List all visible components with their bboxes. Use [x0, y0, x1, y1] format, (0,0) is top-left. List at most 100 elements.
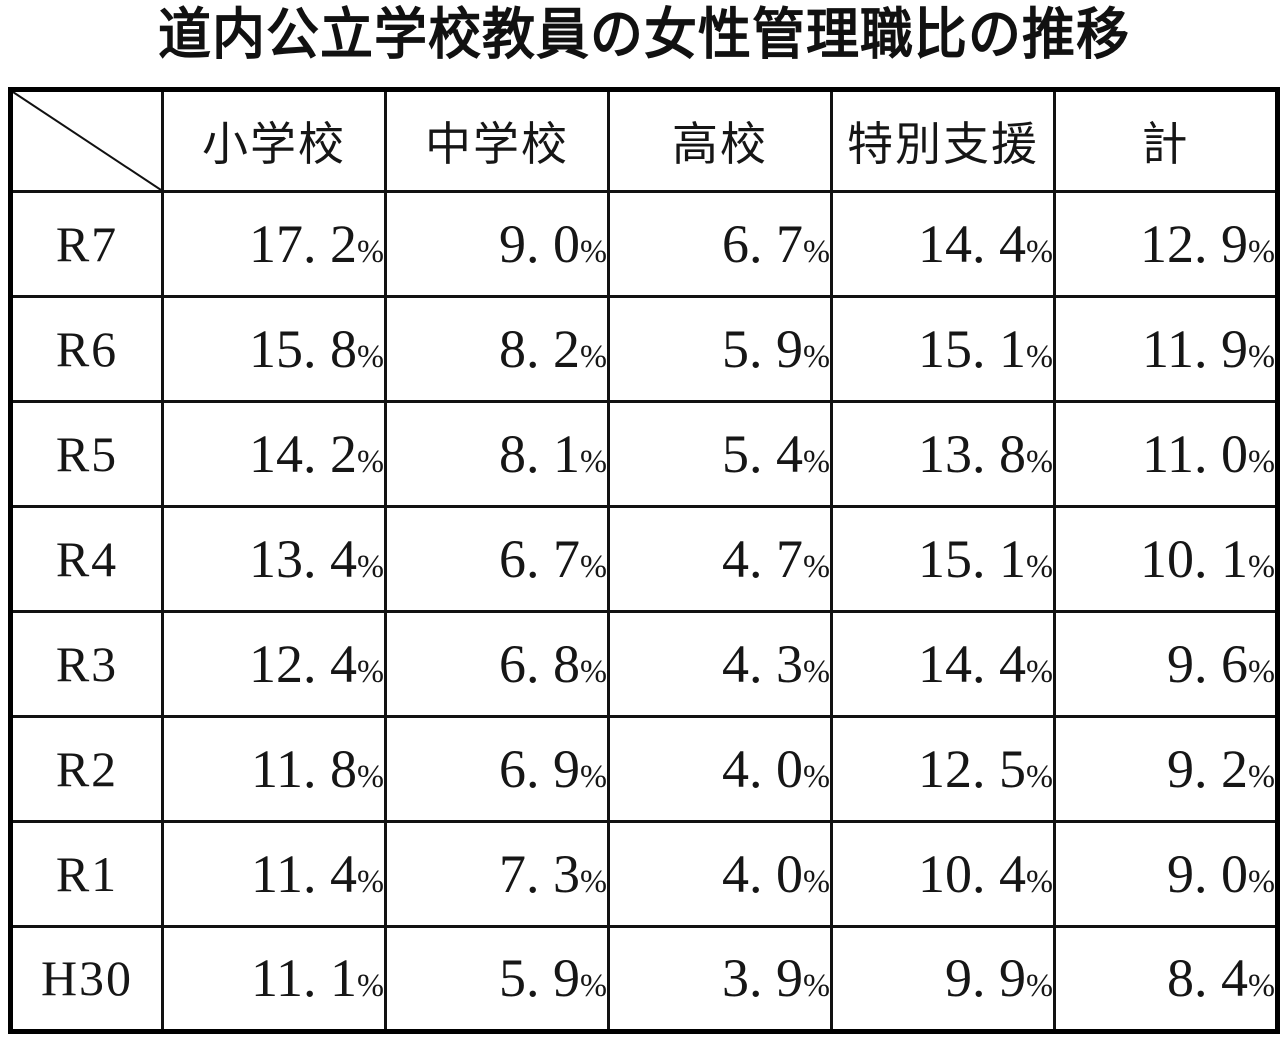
value-cell: 10. 4% — [830, 819, 1056, 928]
value-cell: 6. 7% — [384, 504, 610, 613]
value-cell: 9. 6% — [1053, 609, 1279, 718]
percent-sign: % — [580, 548, 607, 585]
value-number: 11. 8 — [251, 738, 358, 799]
value-cell: 15. 1% — [830, 504, 1056, 613]
percent-sign: % — [357, 548, 384, 585]
value-cell: 4. 0% — [607, 819, 833, 928]
value-number: 6. 7 — [499, 528, 581, 589]
percent-sign: % — [580, 443, 607, 480]
value-cell: 6. 7% — [607, 189, 833, 298]
value-number: 17. 2 — [249, 213, 358, 274]
value-number: 4. 0 — [722, 843, 804, 904]
column-header-1: 小学校 — [161, 87, 387, 193]
column-header-5: 計 — [1053, 87, 1279, 193]
row-label: R2 — [9, 714, 164, 823]
percent-sign: % — [1248, 758, 1275, 795]
column-header-4: 特別支援 — [830, 87, 1056, 193]
value-number: 11. 4 — [251, 843, 358, 904]
row-label: R5 — [9, 399, 164, 508]
table-row-r5: R5 14. 2% 8. 1% 5. 4% 13. 8% 11. 0% — [9, 399, 1279, 508]
value-number: 13. 8 — [918, 423, 1027, 484]
percent-sign: % — [803, 653, 830, 690]
value-cell: 8. 2% — [384, 294, 610, 403]
value-cell: 8. 4% — [1053, 924, 1279, 1033]
value-cell: 14. 2% — [161, 399, 387, 508]
percent-sign: % — [803, 233, 830, 270]
value-cell: 6. 9% — [384, 714, 610, 823]
table-body: R7 17. 2% 9. 0% 6. 7% 14. 4% 12. 9% R6 15. 8% 8.… — [9, 189, 1279, 1033]
table-row-r6: R6 15. 8% 8. 2% 5. 9% 15. 1% 11. 9% — [9, 294, 1279, 403]
percent-sign: % — [580, 968, 607, 1005]
value-number: 11. 0 — [1142, 423, 1249, 484]
percent-sign: % — [357, 968, 384, 1005]
value-cell: 6. 8% — [384, 609, 610, 718]
value-cell: 12. 5% — [830, 714, 1056, 823]
row-label: R4 — [9, 504, 164, 613]
value-cell: 14. 4% — [830, 189, 1056, 298]
value-number: 4. 7 — [722, 528, 804, 589]
value-number: 3. 9 — [722, 948, 804, 1009]
value-number: 9. 9 — [945, 948, 1027, 1009]
value-number: 14. 4 — [918, 633, 1027, 694]
value-number: 15. 1 — [918, 528, 1027, 589]
value-cell: 9. 0% — [384, 189, 610, 298]
value-number: 12. 9 — [1140, 213, 1249, 274]
value-number: 8. 2 — [499, 318, 581, 379]
percent-sign: % — [803, 863, 830, 900]
value-cell: 3. 9% — [607, 924, 833, 1033]
table-row-r4: R4 13. 4% 6. 7% 4. 7% 15. 1% 10. 1% — [9, 504, 1279, 613]
value-cell: 12. 9% — [1053, 189, 1279, 298]
column-header-2: 中学校 — [384, 87, 610, 193]
percent-sign: % — [580, 863, 607, 900]
value-cell: 11. 1% — [161, 924, 387, 1033]
value-cell: 8. 1% — [384, 399, 610, 508]
female-manager-ratio-table: 小学校 中学校 高校 特別支援計 R7 17. 2% 9. 0% 6. 7% 14. 4% 12… — [8, 86, 1280, 1034]
percent-sign: % — [1026, 863, 1053, 900]
percent-sign: % — [357, 863, 384, 900]
percent-sign: % — [1026, 548, 1053, 585]
percent-sign: % — [357, 443, 384, 480]
value-cell: 4. 0% — [607, 714, 833, 823]
corner-cell — [9, 87, 164, 193]
value-cell: 5. 4% — [607, 399, 833, 508]
row-label: R3 — [9, 609, 164, 718]
percent-sign: % — [1026, 758, 1053, 795]
table-row-r3: R3 12. 4% 6. 8% 4. 3% 14. 4% 9. 6% — [9, 609, 1279, 718]
value-number: 14. 2 — [249, 423, 358, 484]
value-number: 4. 3 — [722, 633, 804, 694]
value-number: 11. 1 — [251, 948, 358, 1009]
value-cell: 15. 8% — [161, 294, 387, 403]
value-number: 6. 8 — [499, 633, 581, 694]
value-cell: 4. 3% — [607, 609, 833, 718]
value-number: 6. 9 — [499, 738, 581, 799]
value-cell: 13. 4% — [161, 504, 387, 613]
percent-sign: % — [1026, 968, 1053, 1005]
value-number: 9. 0 — [499, 213, 581, 274]
row-label: H30 — [9, 924, 164, 1033]
value-cell: 5. 9% — [607, 294, 833, 403]
percent-sign: % — [580, 338, 607, 375]
percent-sign: % — [1026, 233, 1053, 270]
percent-sign: % — [580, 758, 607, 795]
percent-sign: % — [803, 968, 830, 1005]
percent-sign: % — [1026, 653, 1053, 690]
value-cell: 4. 7% — [607, 504, 833, 613]
value-cell: 7. 3% — [384, 819, 610, 928]
value-number: 12. 5 — [918, 738, 1027, 799]
percent-sign: % — [1248, 233, 1275, 270]
value-number: 6. 7 — [722, 213, 804, 274]
value-cell: 15. 1% — [830, 294, 1056, 403]
value-cell: 9. 9% — [830, 924, 1056, 1033]
percent-sign: % — [1026, 443, 1053, 480]
value-number: 11. 9 — [1142, 318, 1249, 379]
percent-sign: % — [803, 338, 830, 375]
value-cell: 10. 1% — [1053, 504, 1279, 613]
value-cell: 9. 0% — [1053, 819, 1279, 928]
percent-sign: % — [1248, 548, 1275, 585]
table-row-r7: R7 17. 2% 9. 0% 6. 7% 14. 4% 12. 9% — [9, 189, 1279, 298]
value-number: 9. 6 — [1167, 633, 1249, 694]
row-label: R1 — [9, 819, 164, 928]
value-number: 9. 2 — [1167, 738, 1249, 799]
percent-sign: % — [1026, 338, 1053, 375]
value-cell: 14. 4% — [830, 609, 1056, 718]
